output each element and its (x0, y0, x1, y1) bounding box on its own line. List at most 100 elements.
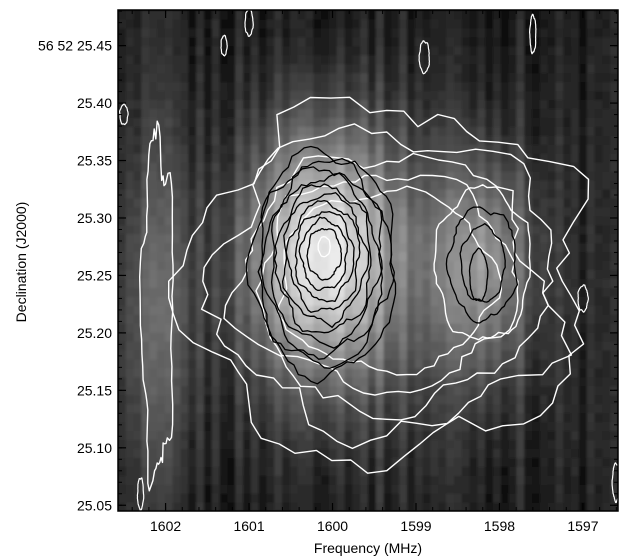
heatmap-cell (196, 367, 205, 378)
heatmap-cell (500, 108, 510, 118)
heatmap-cell (250, 412, 260, 423)
heatmap-cell (571, 162, 580, 172)
heatmap-cell (313, 484, 322, 494)
heatmap-cell (407, 314, 416, 324)
heatmap-cell (563, 448, 572, 458)
heatmap-cell (485, 45, 494, 56)
heatmap-cell (610, 448, 618, 458)
heatmap-cell (305, 466, 314, 476)
heatmap-cell (438, 439, 447, 449)
heatmap-cell (203, 412, 213, 423)
heatmap-cell (289, 394, 299, 405)
heatmap-cell (383, 269, 393, 279)
heatmap-cell (211, 224, 221, 235)
heatmap-cell (352, 430, 361, 441)
heatmap-cell (500, 385, 510, 396)
heatmap-cell (539, 439, 549, 449)
heatmap-cell (289, 251, 299, 262)
heatmap-cell (547, 162, 557, 172)
heatmap-cell (532, 188, 541, 199)
heatmap-cell (360, 493, 369, 503)
heatmap-cell (258, 260, 268, 271)
heatmap-cell (313, 278, 322, 288)
heatmap-cell (477, 260, 486, 271)
heatmap-cell (532, 153, 541, 163)
heatmap-cell (430, 448, 439, 458)
heatmap-cell (157, 332, 166, 342)
heatmap-cell (477, 403, 486, 414)
heatmap-cell (227, 358, 236, 369)
heatmap-cell (375, 412, 385, 423)
heatmap-cell (555, 323, 564, 333)
heatmap-cell (438, 135, 447, 145)
heatmap-cell (555, 206, 564, 217)
heatmap-cell (438, 10, 447, 20)
heatmap-cell (243, 81, 252, 92)
heatmap-cell (453, 466, 463, 476)
heatmap-cell (578, 63, 588, 74)
heatmap-cell (539, 457, 549, 467)
heatmap-cell (203, 305, 213, 315)
heatmap-cell (594, 349, 603, 360)
heatmap-cell (586, 323, 596, 333)
heatmap-cell (360, 45, 369, 56)
heatmap-cell (563, 296, 572, 306)
heatmap-cell (469, 242, 478, 253)
heatmap-cell (188, 81, 197, 92)
heatmap-cell (407, 54, 416, 65)
heatmap-cell (532, 81, 541, 92)
heatmap-cell (430, 457, 439, 467)
heatmap-cell (555, 215, 564, 226)
heatmap-cell (368, 197, 377, 208)
contour-line (277, 185, 502, 376)
heatmap-cell (297, 36, 307, 47)
heatmap-cell (118, 135, 127, 145)
heatmap-cell (368, 215, 377, 226)
heatmap-cell (227, 99, 236, 110)
heatmap-cell (469, 197, 478, 208)
heatmap-cell (336, 179, 346, 190)
heatmap-cell (336, 197, 346, 208)
heatmap-cell (243, 349, 252, 360)
heatmap-cell (211, 439, 221, 449)
heatmap-cell (157, 493, 166, 503)
heatmap-cell (493, 54, 502, 65)
x-tick-label: 1600 (317, 518, 348, 534)
heatmap-cell (235, 358, 244, 369)
heatmap-cell (453, 367, 463, 378)
heatmap-cell (485, 484, 494, 494)
heatmap-cell (508, 99, 518, 110)
heatmap-cell (446, 394, 455, 405)
heatmap-cell (461, 63, 471, 74)
heatmap-cell (266, 117, 275, 127)
heatmap-cell (133, 367, 143, 378)
heatmap-cell (289, 466, 299, 476)
heatmap-cell (508, 457, 518, 467)
heatmap-cell (243, 206, 252, 217)
heatmap-cell (196, 439, 205, 449)
heatmap-cell (243, 260, 252, 271)
heatmap-cell (321, 10, 330, 20)
heatmap-cell (141, 72, 150, 83)
heatmap-cell (578, 99, 588, 110)
heatmap-cell (157, 412, 166, 423)
heatmap-cell (586, 367, 596, 378)
heatmap-cell (446, 466, 455, 476)
heatmap-cell (305, 117, 314, 127)
heatmap-cell (414, 296, 424, 306)
heatmap-cell (446, 54, 455, 65)
heatmap-cell (391, 457, 400, 467)
heatmap-cell (547, 332, 557, 342)
heatmap-cell (149, 457, 158, 467)
heatmap-cell (250, 153, 260, 163)
heatmap-cell (602, 332, 611, 342)
heatmap-cell (493, 36, 502, 47)
heatmap-cell (352, 358, 361, 369)
heatmap-cell (571, 153, 580, 163)
heatmap-cell (250, 135, 260, 145)
heatmap-cell (235, 484, 244, 494)
heatmap-cell (125, 493, 135, 503)
heatmap-cell (274, 242, 283, 253)
heatmap-cell (453, 260, 463, 271)
heatmap-cell (610, 18, 618, 29)
